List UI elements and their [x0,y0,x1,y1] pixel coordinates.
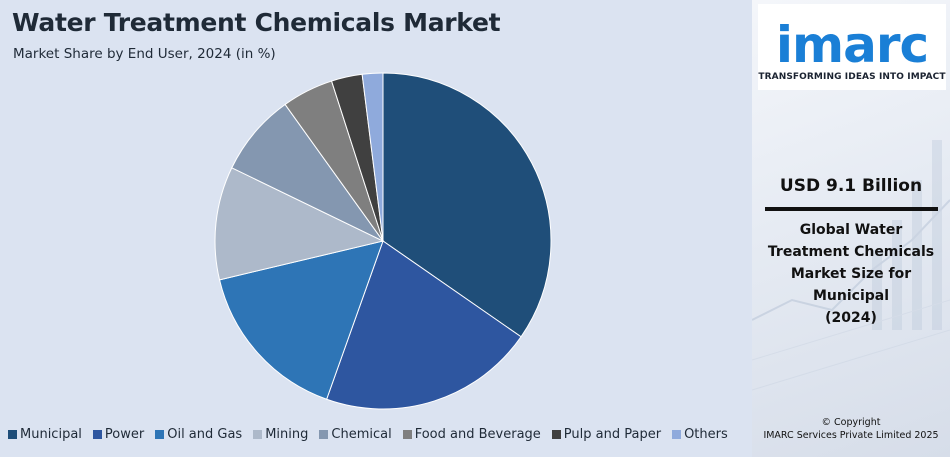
pie-chart [214,72,552,410]
pie-slice-mining [214,167,385,281]
imarc-logo-mark: imarc [776,16,929,74]
legend-swatch [402,430,412,439]
legend-item-chemical: Chemical [319,427,392,442]
chart-title: Water Treatment Chemicals Market [12,8,501,37]
legend-swatch [551,430,561,439]
imarc-logo: imarc TRANSFORMING IDEAS INTO IMPACT [758,4,946,90]
legend-label: Municipal [20,427,82,442]
copyright-line: IMARC Services Private Limited 2025 [763,430,939,441]
legend-item-municipal: Municipal [8,427,82,442]
legend-item-mining: Mining [253,427,308,442]
legend-label: Others [684,427,728,442]
divider [765,207,938,211]
legend-item-oil-and-gas: Oil and Gas [155,427,242,442]
legend-label: Chemical [331,427,392,442]
logo-tagline: TRANSFORMING IDEAS INTO IMPACT [758,72,946,82]
legend-swatch [155,430,165,439]
description-line: Treatment Chemicals [767,244,935,260]
copyright-notice: © Copyright IMARC Services Private Limit… [752,416,950,442]
description-line: Municipal [812,288,890,304]
legend-swatch [672,430,682,439]
legend-item-pulp-and-paper: Pulp and Paper [551,427,662,442]
background-decoration [752,140,950,391]
pie-slice-others [361,72,384,242]
info-sidebar: imarc TRANSFORMING IDEAS INTO IMPACT [752,0,950,457]
legend-swatch [8,430,17,439]
legend-item-power: Power [92,427,145,442]
legend-item-food-and-beverage: Food and Beverage [402,427,541,442]
pie-slice-municipal [382,72,552,338]
market-size-value: USD 9.1 Billion [779,176,923,196]
legend-item-others: Others [672,427,728,442]
svg-text:imarc: imarc [776,16,928,74]
legend-swatch [319,430,329,439]
chart-legend: Municipal Power Oil and Gas Mining Chemical F… [8,427,752,442]
pie-slice-oil-and-gas [218,240,384,400]
legend-label: Mining [265,427,309,442]
market-size-description: Global Water Treatment Chemicals Market … [752,219,950,329]
chart-panel: Water Treatment Chemicals Market Market … [8,8,752,442]
legend-label: Oil and Gas [167,427,243,442]
legend-swatch [253,430,263,439]
chart-subtitle: Market Share by End User, 2024 (in %) [13,46,276,62]
legend-swatch [92,430,102,439]
description-line: Market Size for [790,266,912,282]
description-line: Global Water [799,222,903,238]
pie-slice-power [325,240,522,410]
description-line: (2024) [825,310,877,326]
legend-label: Pulp and Paper [563,427,662,442]
legend-label: Power [104,427,145,442]
legend-label: Food and Beverage [414,427,541,442]
copyright-line: © Copyright [821,417,881,428]
